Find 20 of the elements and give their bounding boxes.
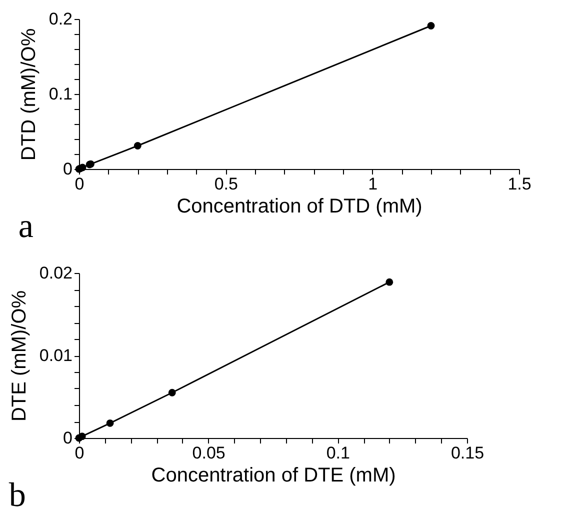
text: a (18, 208, 34, 245)
x-tick-label: 1.5 (508, 174, 532, 194)
y-tick-label: 0.02 (39, 264, 72, 282)
x-tick-label: 0.05 (192, 444, 226, 462)
x-axis-title: Concentration of DTD (mM) (176, 196, 422, 218)
y-tick-label: 0 (63, 428, 72, 448)
x-tick-label: 0.5 (214, 174, 238, 194)
x-tick-label: 1 (368, 174, 378, 194)
y-axis-title: DTE (mM)/O% (8, 290, 30, 422)
y-tick-label: 0.2 (48, 10, 72, 28)
x-tick-label: 0 (74, 444, 84, 462)
x-axis-title: Concentration of DTE (mM) (151, 464, 396, 486)
x-tick-label: 0 (74, 174, 84, 194)
y-tick-label: 0.1 (48, 84, 72, 104)
text: b (8, 477, 26, 514)
y-tick-label: 0 (63, 160, 72, 178)
x-tick-label: 0.1 (326, 444, 350, 462)
y-tick-label: 0.01 (39, 346, 72, 365)
y-axis-title: DTD (mM)/O% (18, 28, 40, 161)
x-tick-label: 0.15 (450, 444, 484, 462)
